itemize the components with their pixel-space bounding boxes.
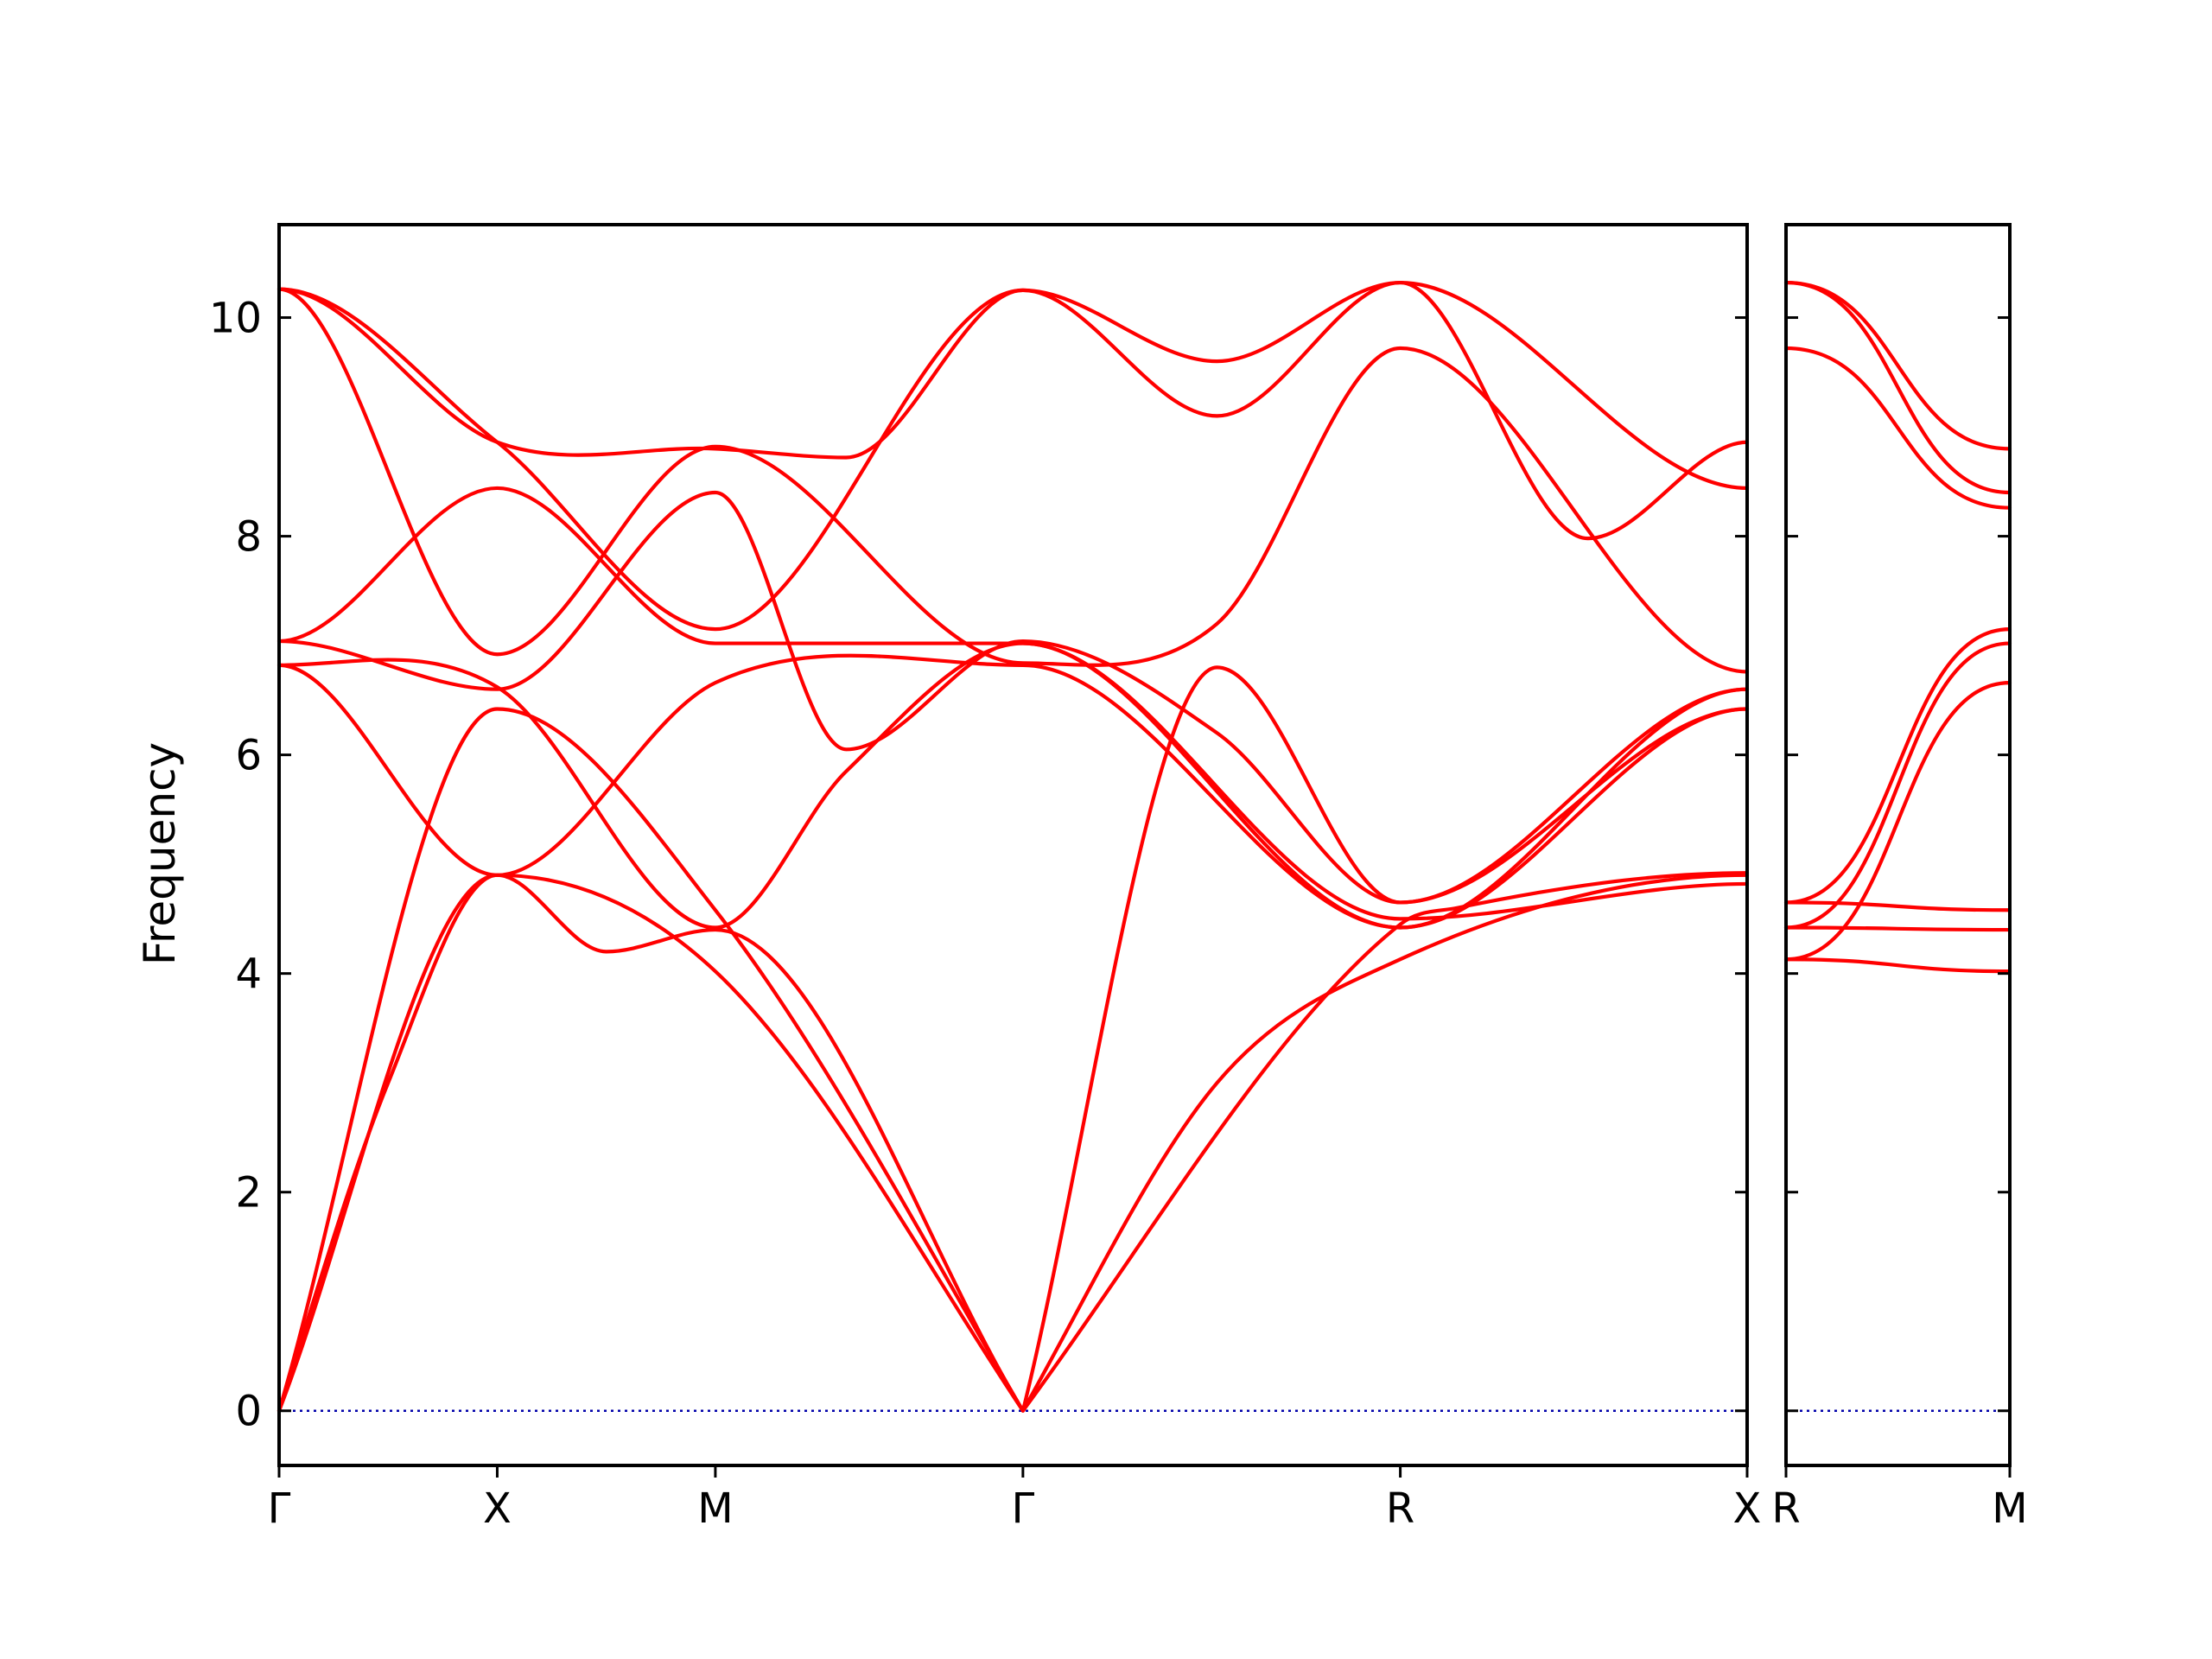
y-tick-label: 8 [235, 513, 262, 562]
band-8 [1783, 280, 2012, 495]
x-tick-label: X [1733, 1484, 1762, 1533]
x-tick-label: M [697, 1484, 733, 1533]
band-7 [1783, 346, 2012, 510]
x-tick-label: R [1386, 1484, 1414, 1533]
band-5 [1783, 641, 2012, 930]
band-10 [276, 280, 1750, 541]
band-8 [276, 287, 1750, 674]
axes-frame [1784, 223, 2012, 1467]
x-tick-label: M [1992, 1484, 2027, 1533]
y-tick-label: 6 [235, 732, 262, 780]
band-6 [1783, 627, 2012, 905]
x-tick-label: Γ [1011, 1484, 1034, 1533]
band-1 [1783, 957, 2012, 974]
band-9 [1783, 280, 2012, 451]
band-2 [276, 871, 1750, 1413]
band-1 [276, 873, 1750, 1413]
y-tick-label: 2 [235, 1169, 262, 1217]
band-2 [1783, 925, 2012, 932]
y-axis-label: Frequency [135, 742, 185, 965]
band-4 [276, 653, 1750, 930]
y-tick-label: 4 [235, 950, 262, 999]
band-3 [1783, 900, 2012, 912]
band-3 [276, 665, 1750, 1413]
band-7 [276, 486, 1750, 930]
band-4 [1783, 681, 2012, 962]
band-9 [276, 280, 1750, 632]
axes-frame [277, 223, 1749, 1467]
y-tick-label: 10 [209, 295, 262, 343]
panel-1: 0 2 4 6 8 10 Γ X M Γ R X [209, 223, 1762, 1533]
band-5 [276, 641, 1750, 930]
y-tick-label: 0 [235, 1388, 262, 1436]
x-tick-label: X [483, 1484, 512, 1533]
band-6 [276, 490, 1750, 905]
x-tick-label: Γ [268, 1484, 291, 1533]
x-tick-label: R [1771, 1484, 1800, 1533]
